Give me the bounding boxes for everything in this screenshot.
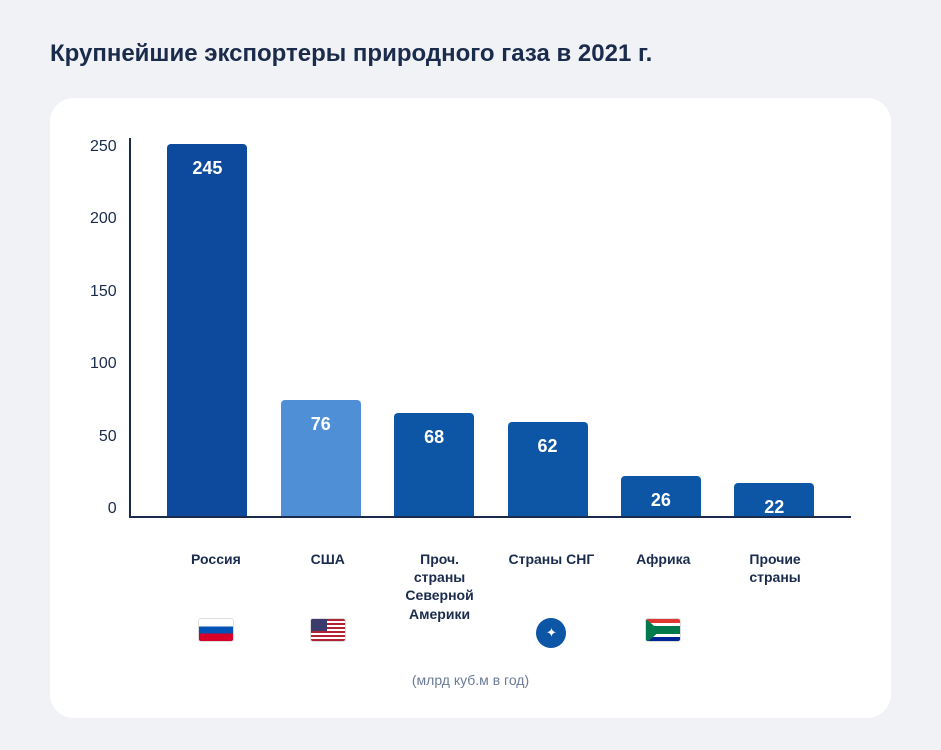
bar-value-label: 22 (764, 497, 784, 516)
x-label: Россия (191, 550, 241, 604)
x-axis-labels: Россия США Проч. страны Северной Америки Ст… (140, 538, 851, 648)
y-axis: 250 200 150 100 50 0 (90, 138, 129, 518)
bar: 62 (508, 422, 588, 516)
flag-south-africa-icon (645, 618, 681, 642)
x-label-column: США (283, 550, 373, 648)
bar-value-label: 62 (538, 436, 558, 516)
flag-usa-icon (310, 618, 346, 642)
x-label: Прочие страны (730, 550, 820, 604)
plot-area: 245 76 68 62 26 22 (129, 138, 851, 518)
bar: 22 (734, 483, 814, 516)
y-tick: 200 (90, 210, 117, 228)
chart-area: 250 200 150 100 50 0 245 76 68 62 26 22 (90, 138, 851, 538)
x-label-column: Россия (171, 550, 261, 648)
y-tick: 50 (99, 428, 117, 446)
bar: 68 (394, 413, 474, 516)
bar-value-label: 76 (311, 414, 331, 516)
chart-card: 250 200 150 100 50 0 245 76 68 62 26 22 Россия США П… (50, 98, 891, 718)
bar-column: 245 (162, 144, 252, 516)
chart-title: Крупнейшие экспортеры природного газа в … (50, 40, 891, 68)
x-label-column: Проч. страны Северной Америки (395, 550, 485, 648)
bar-value-label: 245 (192, 158, 222, 516)
bar-value-label: 26 (651, 490, 671, 516)
flag-cis-icon: ✦ (536, 618, 566, 648)
x-label: Проч. страны Северной Америки (395, 550, 485, 623)
bar-column: 76 (276, 400, 366, 516)
x-label: США (311, 550, 345, 604)
bar-column: 62 (503, 422, 593, 516)
bar-column: 68 (389, 413, 479, 516)
bar-value-label: 68 (424, 427, 444, 516)
x-label-column: Прочие страны (730, 550, 820, 648)
bar-column: 22 (729, 483, 819, 516)
chart-footnote: (млрд куб.м в год) (90, 672, 851, 688)
x-label: Страны СНГ (509, 550, 595, 604)
x-label-column: Африка (618, 550, 708, 648)
y-tick: 0 (108, 500, 117, 518)
flag-russia-icon (198, 618, 234, 642)
x-label: Африка (636, 550, 690, 604)
x-label-column: Страны СНГ ✦ (506, 550, 596, 648)
y-tick: 150 (90, 283, 117, 301)
bar: 245 (167, 144, 247, 516)
y-tick: 100 (90, 355, 117, 373)
bar: 76 (281, 400, 361, 516)
y-tick: 250 (90, 138, 117, 156)
bars-container: 245 76 68 62 26 22 (131, 138, 851, 516)
bar: 26 (621, 476, 701, 516)
bar-column: 26 (616, 476, 706, 516)
